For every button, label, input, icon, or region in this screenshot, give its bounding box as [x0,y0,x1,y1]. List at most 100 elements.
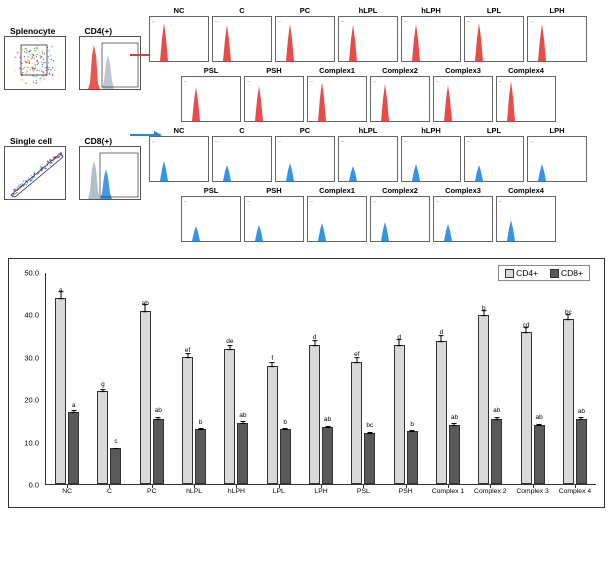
hist-plot: – [496,196,556,242]
hist-plot: – [370,76,430,122]
hist-row: NC–C–PC–hLPL–hLPH–LPL–LPH– [149,6,609,62]
gate-cd8: CD8(+) [79,136,150,242]
hist-complex1: Complex1– [307,186,367,242]
x-label: Complex 3 [516,488,549,495]
hist-complex3: Complex3– [433,66,493,122]
plot-area: aaNCgcCababPCefbhLPLdeabhLPHfbLPLdabLPHe… [45,273,596,485]
x-label: LPL [273,488,285,495]
hist-complex2: Complex2– [370,66,430,122]
y-tick: 30.0 [24,353,39,362]
hist-complex3: Complex3– [433,186,493,242]
bar-group-lph: dabLPH [300,273,342,484]
bar-cd8: c [110,448,121,484]
bar-group-psh: dbPSH [385,273,427,484]
bar-cd8: ab [534,425,545,484]
hist-title: Complex1 [307,186,367,196]
hist-lpl: LPL– [464,126,524,182]
hist-title: hLPL [338,126,398,136]
bar-cd8: ab [449,425,460,484]
bar-cd8: b [195,429,206,484]
hist-title: PSL [181,66,241,76]
hist-title: PC [275,6,335,16]
bars-container: aaNCgcCababPCefbhLPLdeabhLPHfbLPLdabLPHe… [45,273,596,485]
hist-plot: – [338,136,398,182]
y-tick: 10.0 [24,438,39,447]
hist-plot: – [181,76,241,122]
hist-row: NC–C–PC–hLPL–hLPH–LPL–LPH– [149,126,609,182]
y-tick: 0.0 [29,481,39,490]
x-label: hLPH [228,488,245,495]
bar-cd4: d [436,341,447,484]
x-label: Complex 2 [474,488,507,495]
bar-cd4: ab [140,311,151,484]
hist-title: LPH [527,6,587,16]
bar-group-pc: ababPC [131,273,173,484]
gate-splenocyte: Splenocyte [4,26,75,132]
top-panel: SplenocyteCD4(+)Single cellCD8(+) NC–C–P… [0,0,613,248]
x-label: C [107,488,112,495]
bar-cd4: g [97,391,108,484]
bar-group-lpl: fbLPL [258,273,300,484]
hist-row: PSL–PSH–Complex1–Complex2–Complex3–Compl… [181,186,609,242]
bar-cd8: b [407,431,418,484]
bar-group-complex3: cdabComplex 3 [511,273,553,484]
hist-plot: – [464,136,524,182]
hist-lph: LPH– [527,6,587,62]
x-label: PSH [399,488,413,495]
gating-grid: SplenocyteCD4(+)Single cellCD8(+) [4,6,149,242]
bar-group-complex4: bcabComplex 4 [554,273,596,484]
bar-cd4: ef [351,362,362,484]
hist-plot: – [212,136,272,182]
bar-group-complex2: babComplex 2 [469,273,511,484]
hist-complex1: Complex1– [307,66,367,122]
hist-title: LPL [464,6,524,16]
gate-label: CD4(+) [79,26,150,36]
bar-group-hlpl: efbhLPL [173,273,215,484]
hist-title: NC [149,6,209,16]
hist-c: C– [212,6,272,62]
gate-plot [79,146,141,200]
hist-hlpl: hLPL– [338,126,398,182]
bar-group-complex1: dabComplex 1 [427,273,469,484]
hist-hlph: hLPH– [401,126,461,182]
hist-complex4: Complex4– [496,66,556,122]
hist-title: LPL [464,126,524,136]
bar-cd8: ab [576,419,587,484]
hist-complex2: Complex2– [370,186,430,242]
bar-cd4: d [394,345,405,484]
hist-plot: – [496,76,556,122]
hist-title: LPH [527,126,587,136]
hist-title: hLPH [401,126,461,136]
bar-cd4: a [55,298,66,484]
hist-plot: – [527,16,587,62]
bar-cd4: f [267,366,278,484]
bar-cd8: a [68,412,79,484]
hist-row: PSL–PSH–Complex1–Complex2–Complex3–Compl… [181,66,609,122]
bar-cd4: de [224,349,235,484]
gate-label: Splenocyte [4,26,75,36]
y-tick: 50.0 [24,269,39,278]
gate-plot [4,146,66,200]
hist-pc: PC– [275,6,335,62]
hist-psl: PSL– [181,186,241,242]
hist-title: C [212,6,272,16]
x-label: LPH [314,488,327,495]
bar-cd8: ab [491,419,502,484]
hist-title: PSH [244,186,304,196]
hist-plot: – [401,136,461,182]
gate-plot [4,36,66,90]
hist-title: Complex2 [370,66,430,76]
hist-title: hLPL [338,6,398,16]
hist-plot: – [244,196,304,242]
bar-group-c: gcC [88,273,130,484]
x-label: Complex 1 [432,488,465,495]
hist-plot: – [181,196,241,242]
hist-hlph: hLPH– [401,6,461,62]
hist-title: C [212,126,272,136]
hist-title: Complex4 [496,66,556,76]
hist-plot: – [275,136,335,182]
y-tick: 20.0 [24,396,39,405]
hist-plot: – [212,16,272,62]
bar-cd4: bc [563,319,574,484]
hist-pc: PC– [275,126,335,182]
